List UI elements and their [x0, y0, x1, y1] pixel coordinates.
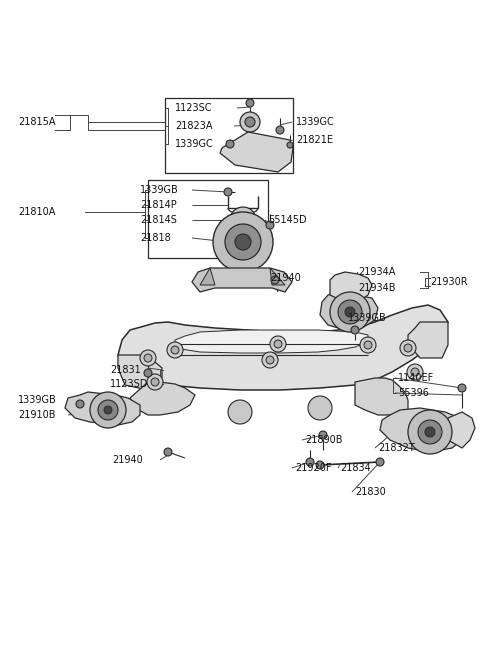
Circle shape	[360, 337, 376, 353]
Text: 1339GC: 1339GC	[175, 139, 214, 149]
Circle shape	[226, 140, 234, 148]
Text: 55396: 55396	[398, 388, 429, 398]
Circle shape	[306, 458, 314, 466]
Circle shape	[351, 326, 359, 334]
Circle shape	[147, 374, 163, 390]
Circle shape	[98, 400, 118, 420]
Circle shape	[345, 307, 355, 317]
Circle shape	[338, 300, 362, 324]
Circle shape	[104, 406, 112, 414]
Text: 21890B: 21890B	[305, 435, 343, 445]
Text: 21940: 21940	[112, 455, 143, 465]
Circle shape	[237, 214, 249, 226]
Circle shape	[266, 221, 274, 229]
Text: 21910B: 21910B	[18, 410, 56, 420]
Text: 21934B: 21934B	[358, 283, 396, 293]
Circle shape	[274, 340, 282, 348]
Circle shape	[404, 344, 412, 352]
Polygon shape	[130, 382, 195, 415]
Circle shape	[308, 396, 332, 420]
Circle shape	[235, 234, 251, 250]
Circle shape	[224, 188, 232, 196]
Circle shape	[316, 461, 324, 469]
Polygon shape	[200, 268, 215, 285]
Circle shape	[364, 341, 372, 349]
Text: 21814S: 21814S	[140, 215, 177, 225]
Text: 21834: 21834	[340, 463, 371, 473]
Circle shape	[228, 400, 252, 424]
Text: 1123SD: 1123SD	[110, 379, 148, 389]
Polygon shape	[175, 330, 368, 353]
Circle shape	[225, 224, 261, 260]
Polygon shape	[355, 378, 408, 415]
Polygon shape	[448, 412, 475, 448]
Text: 1140EF: 1140EF	[398, 373, 434, 383]
Circle shape	[425, 427, 435, 437]
Polygon shape	[220, 132, 293, 172]
Polygon shape	[65, 392, 140, 425]
Circle shape	[270, 336, 286, 352]
Circle shape	[376, 458, 384, 466]
Text: 21832T: 21832T	[378, 443, 415, 453]
Text: 1339GB: 1339GB	[140, 185, 179, 195]
Text: 55145D: 55145D	[268, 215, 307, 225]
Circle shape	[164, 448, 172, 456]
Polygon shape	[380, 408, 465, 452]
Text: 21831: 21831	[110, 365, 141, 375]
Circle shape	[140, 350, 156, 366]
Text: 1123SC: 1123SC	[175, 103, 213, 113]
Polygon shape	[118, 355, 162, 390]
Circle shape	[246, 99, 254, 107]
Text: 21940: 21940	[270, 273, 301, 283]
Text: 21821E: 21821E	[296, 135, 333, 145]
Bar	[165, 98, 293, 173]
Circle shape	[76, 400, 84, 408]
Circle shape	[151, 378, 159, 386]
Circle shape	[319, 431, 327, 439]
Polygon shape	[408, 322, 448, 358]
Text: 21814P: 21814P	[140, 200, 177, 210]
Text: 21810A: 21810A	[18, 207, 55, 217]
Text: 1339GB: 1339GB	[348, 313, 387, 323]
Text: 21830: 21830	[355, 487, 386, 497]
Circle shape	[240, 112, 260, 132]
Circle shape	[408, 410, 452, 454]
Polygon shape	[320, 292, 378, 330]
Circle shape	[411, 368, 419, 376]
Text: 21934A: 21934A	[358, 267, 396, 277]
Circle shape	[458, 384, 466, 392]
Text: 1339GB: 1339GB	[18, 395, 57, 405]
Circle shape	[90, 392, 126, 428]
Text: 21823A: 21823A	[175, 121, 213, 131]
Text: 21815A: 21815A	[18, 117, 56, 127]
Circle shape	[167, 342, 183, 358]
Text: 21930R: 21930R	[430, 277, 468, 287]
Circle shape	[144, 354, 152, 362]
Circle shape	[230, 207, 256, 233]
Circle shape	[245, 117, 255, 127]
Circle shape	[262, 352, 278, 368]
Circle shape	[276, 126, 284, 134]
Circle shape	[171, 346, 179, 354]
Circle shape	[271, 276, 279, 284]
Polygon shape	[270, 268, 285, 285]
Circle shape	[330, 292, 370, 332]
Circle shape	[144, 369, 152, 377]
Polygon shape	[192, 268, 292, 292]
Circle shape	[213, 212, 273, 272]
Text: 1339GC: 1339GC	[296, 117, 335, 127]
Polygon shape	[118, 305, 448, 390]
Text: 21920F: 21920F	[295, 463, 332, 473]
Text: 21818: 21818	[140, 233, 171, 243]
Circle shape	[407, 364, 423, 380]
Circle shape	[418, 420, 442, 444]
Bar	[148, 180, 268, 258]
Polygon shape	[330, 272, 372, 302]
Circle shape	[400, 340, 416, 356]
Circle shape	[287, 142, 293, 148]
Circle shape	[266, 356, 274, 364]
